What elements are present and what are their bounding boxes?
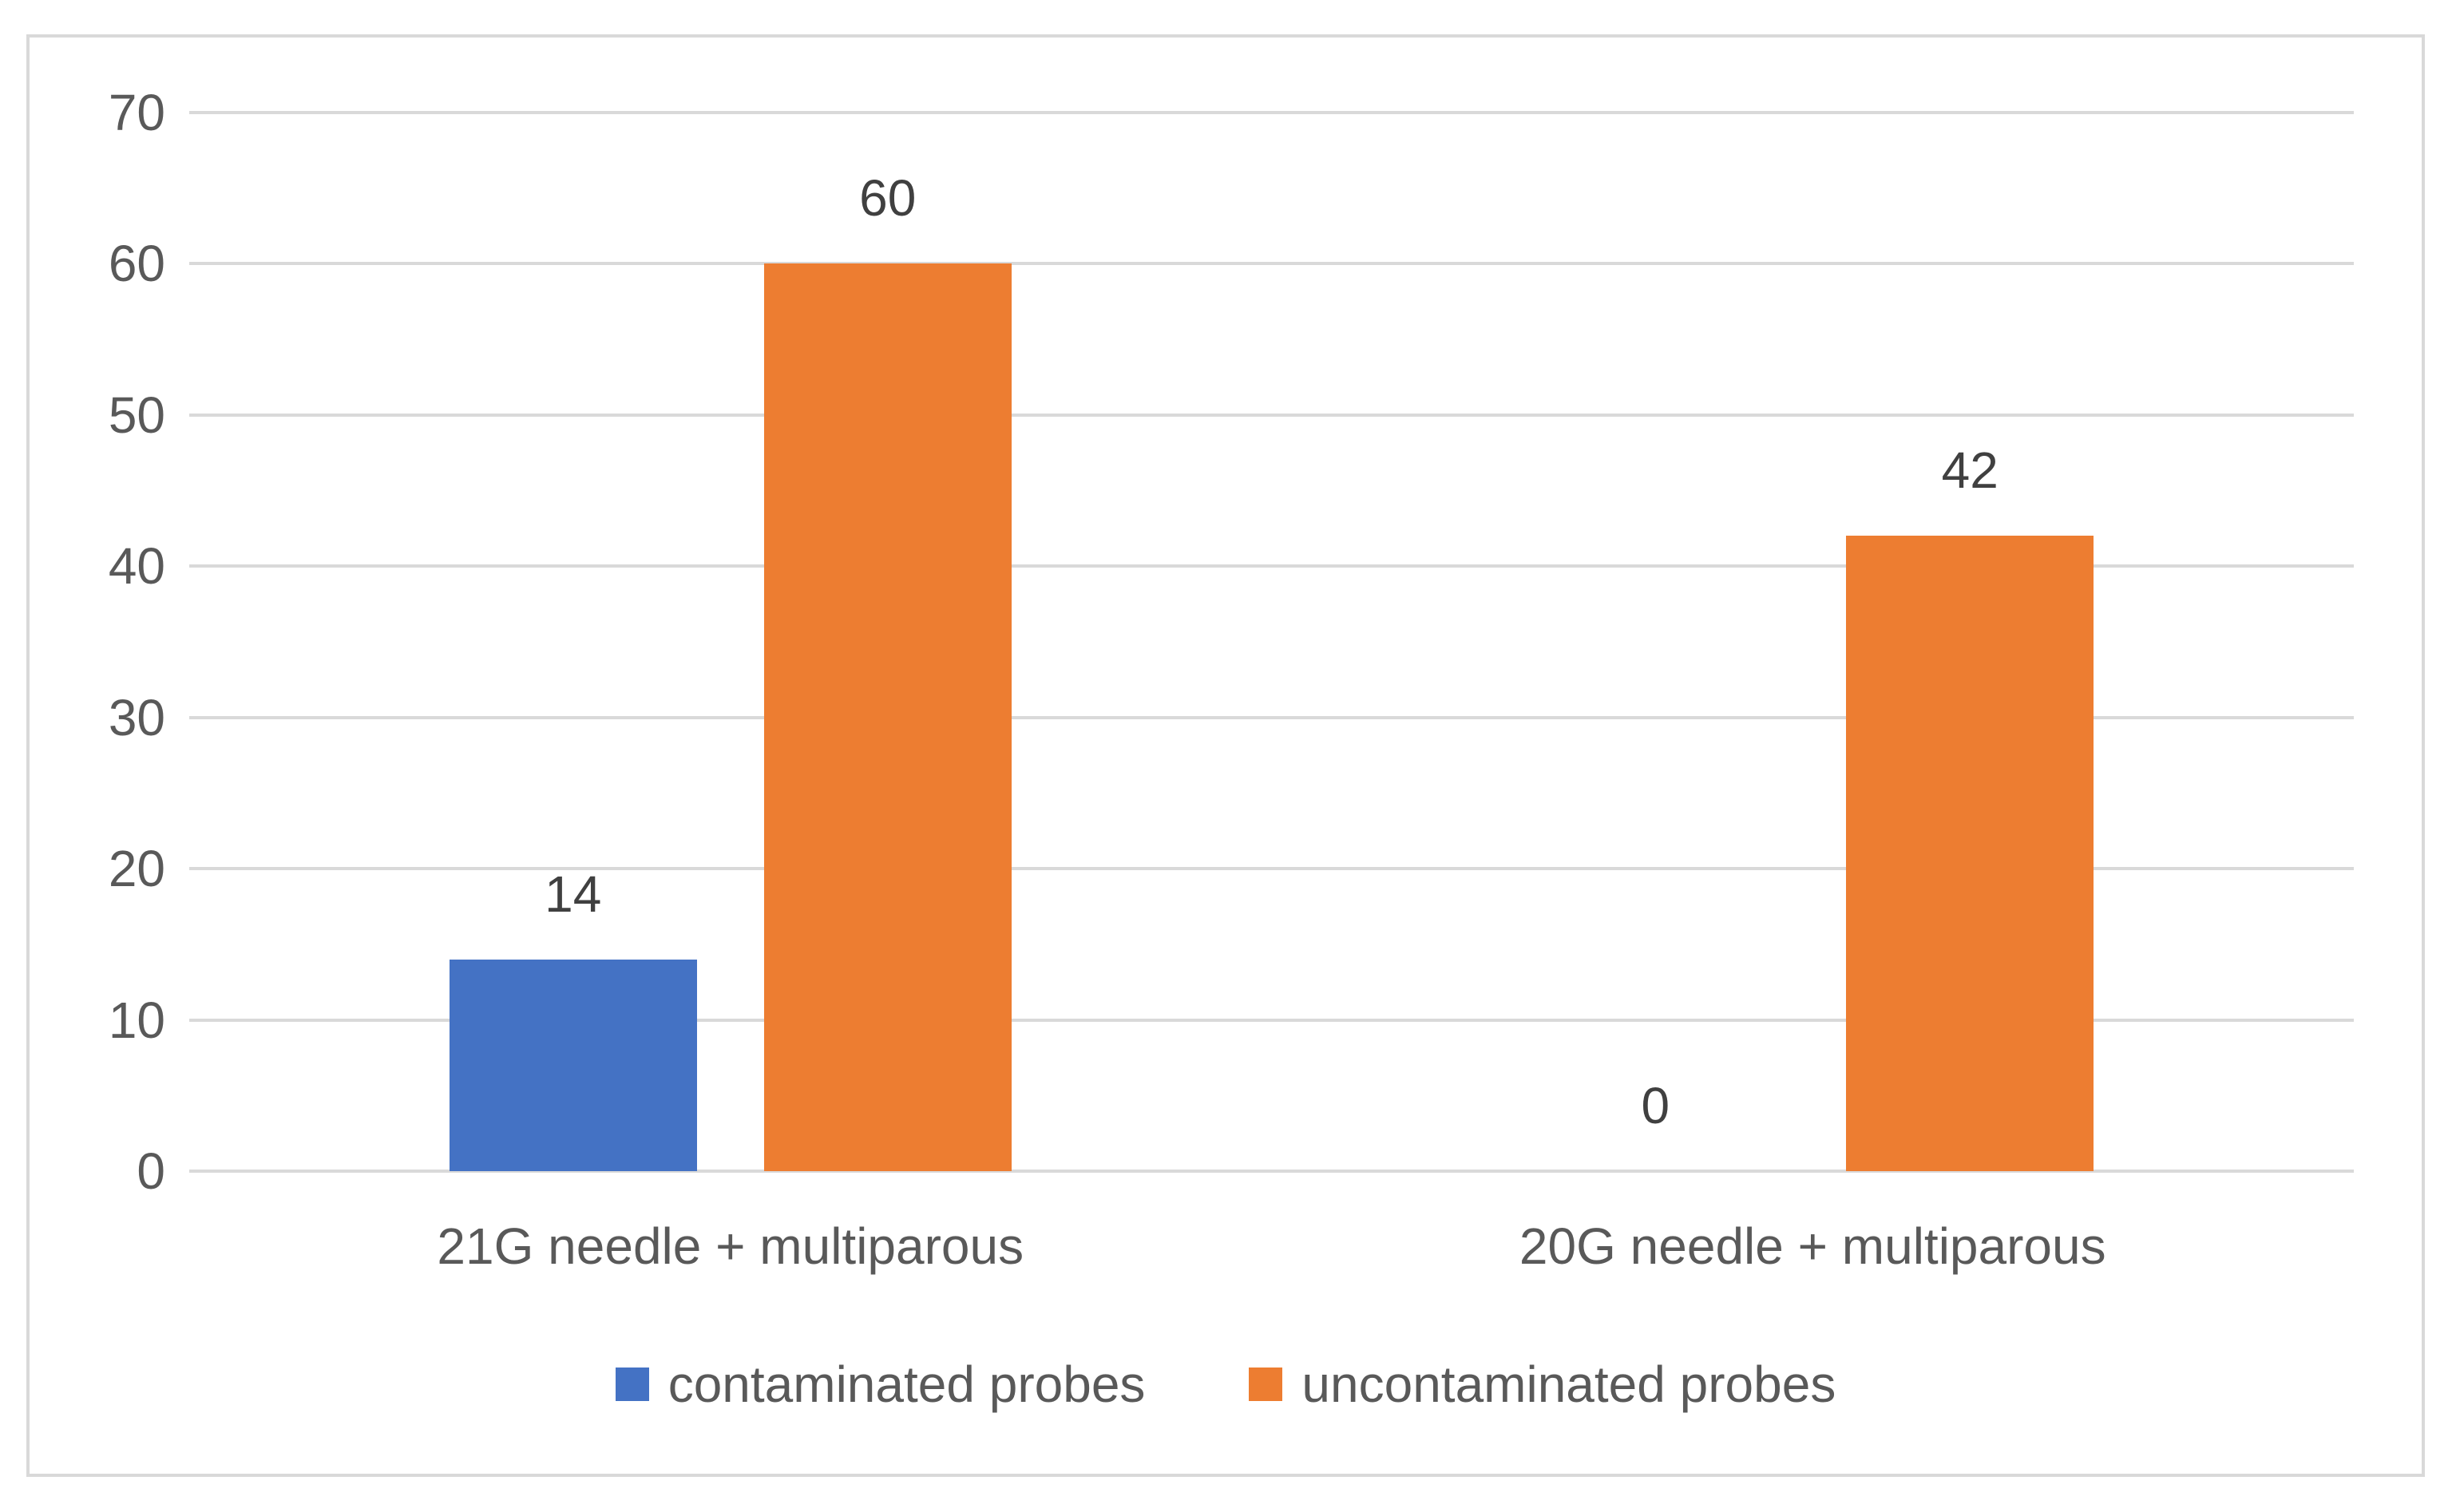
x-axis-labels: 21G needle + multiparous 20G needle + mu… <box>189 1216 2354 1277</box>
gridline <box>189 867 2354 871</box>
data-label: 60 <box>859 169 917 228</box>
x-axis-category-label: 20G needle + multiparous <box>1519 1217 2106 1275</box>
bar-groups: 14 60 0 42 <box>189 113 2354 1171</box>
y-tick-label: 20 <box>108 840 165 898</box>
legend-item-contaminated: contaminated probes <box>615 1356 1146 1413</box>
chart-frame: 0 10 20 30 40 50 60 70 14 60 0 42 21G needle + mu… <box>26 34 2425 1477</box>
data-label: 42 <box>1941 441 1999 500</box>
gridline <box>189 715 2354 719</box>
bar-uncontaminated-probes: 42 <box>1846 113 2094 1171</box>
y-axis: 0 10 20 30 40 50 60 70 <box>46 87 165 1197</box>
bar-rect <box>1846 536 2094 1171</box>
category-group: 0 42 <box>1272 113 2355 1171</box>
legend-swatch-blue-icon <box>615 1368 649 1401</box>
bar-contaminated-probes: 14 <box>449 113 697 1171</box>
category-group: 14 60 <box>189 113 1272 1171</box>
data-label: 0 <box>1641 1077 1670 1134</box>
y-tick-label: 60 <box>108 235 165 293</box>
y-tick-label: 0 <box>137 1142 165 1200</box>
legend-swatch-orange-icon <box>1249 1368 1283 1401</box>
bar-rect <box>449 959 697 1171</box>
bar-contaminated-probes: 0 <box>1531 113 1779 1171</box>
legend: contaminated probes uncontaminated probe… <box>30 1359 2422 1410</box>
y-tick-label: 30 <box>108 688 165 746</box>
gridline <box>189 111 2354 114</box>
bar-rect <box>763 263 1012 1171</box>
data-label: 14 <box>545 865 602 923</box>
legend-label: uncontaminated probes <box>1301 1356 1836 1413</box>
gridline <box>189 262 2354 266</box>
y-tick-label: 70 <box>108 84 165 141</box>
gridline <box>189 1170 2354 1173</box>
gridline <box>189 1018 2354 1022</box>
legend-item-uncontaminated: uncontaminated probes <box>1249 1359 1836 1410</box>
gridline <box>189 413 2354 417</box>
y-tick-label: 40 <box>108 537 165 596</box>
legend-label: contaminated probes <box>667 1356 1146 1413</box>
gridline <box>189 564 2354 568</box>
plot-area: 14 60 0 42 <box>189 111 2354 1173</box>
bar-uncontaminated-probes: 60 <box>763 113 1012 1171</box>
y-tick-label: 50 <box>108 386 165 444</box>
y-tick-label: 10 <box>108 991 165 1049</box>
x-axis-category-label: 21G needle + multiparous <box>437 1217 1024 1275</box>
